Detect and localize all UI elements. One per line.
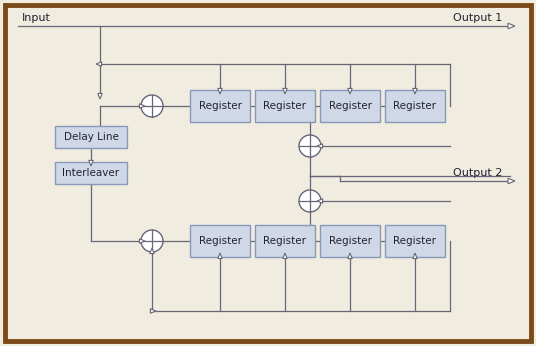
Polygon shape — [151, 309, 156, 313]
Circle shape — [299, 135, 321, 157]
Text: Interleaver: Interleaver — [62, 168, 120, 178]
Text: Register: Register — [393, 236, 436, 246]
Polygon shape — [317, 199, 323, 203]
Polygon shape — [413, 88, 417, 94]
Polygon shape — [218, 88, 222, 94]
Circle shape — [299, 190, 321, 212]
Polygon shape — [317, 144, 323, 148]
FancyBboxPatch shape — [190, 225, 250, 257]
Polygon shape — [139, 239, 145, 243]
FancyBboxPatch shape — [55, 162, 127, 184]
FancyBboxPatch shape — [255, 225, 315, 257]
Text: Register: Register — [393, 101, 436, 111]
Polygon shape — [98, 93, 102, 99]
Polygon shape — [508, 178, 515, 184]
Circle shape — [141, 95, 163, 117]
Text: Register: Register — [264, 236, 307, 246]
FancyBboxPatch shape — [255, 90, 315, 122]
Text: Register: Register — [264, 101, 307, 111]
Polygon shape — [348, 253, 352, 258]
FancyBboxPatch shape — [55, 126, 127, 148]
Polygon shape — [413, 253, 417, 258]
Polygon shape — [96, 62, 102, 66]
FancyBboxPatch shape — [320, 225, 380, 257]
Text: Register: Register — [329, 236, 371, 246]
Polygon shape — [139, 104, 145, 108]
FancyBboxPatch shape — [385, 225, 445, 257]
Polygon shape — [283, 88, 287, 94]
Polygon shape — [348, 88, 352, 94]
Text: Register: Register — [198, 236, 242, 246]
FancyBboxPatch shape — [190, 90, 250, 122]
Polygon shape — [283, 253, 287, 258]
Circle shape — [141, 230, 163, 252]
Text: Register: Register — [198, 101, 242, 111]
Polygon shape — [218, 253, 222, 258]
FancyBboxPatch shape — [5, 5, 531, 341]
Text: Output 1: Output 1 — [453, 13, 502, 23]
FancyBboxPatch shape — [320, 90, 380, 122]
Text: Input: Input — [22, 13, 51, 23]
FancyBboxPatch shape — [385, 90, 445, 122]
Polygon shape — [508, 23, 515, 29]
Text: Delay Line: Delay Line — [64, 132, 118, 142]
Polygon shape — [150, 248, 154, 254]
Text: Register: Register — [329, 101, 371, 111]
Polygon shape — [89, 161, 93, 166]
Text: Output 2: Output 2 — [453, 168, 502, 178]
